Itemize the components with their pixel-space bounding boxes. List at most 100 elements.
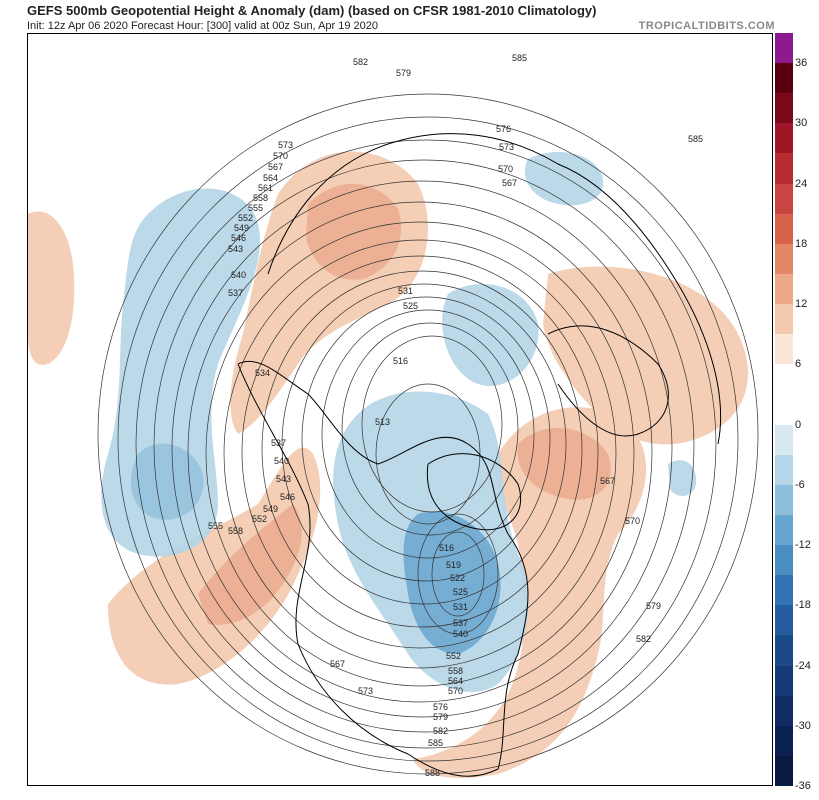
coastline-asia <box>267 133 722 445</box>
contour-label: 582 <box>636 634 651 644</box>
anomaly-pacific-trough-core <box>130 443 204 520</box>
colorbar-segment <box>775 665 793 697</box>
contour-label: 534 <box>255 368 270 378</box>
contour-label: 543 <box>276 474 291 484</box>
coastline-europe <box>547 325 669 437</box>
contour-label: 522 <box>450 573 465 583</box>
colorbar-segment <box>775 63 793 94</box>
contour-label: 579 <box>396 68 411 78</box>
contour-label: 555 <box>248 203 263 213</box>
map-panel: 582 579 585 576 573 570 567 585 573 570 567 564 561 5… <box>27 33 773 786</box>
contour-label: 555 <box>208 521 223 531</box>
colorbar-segment <box>775 695 793 727</box>
colorbar-segment <box>775 575 793 606</box>
contour-label: 570 <box>448 686 463 696</box>
contour-label-layer: 5825795855765735705675855735705675645615… <box>208 53 703 778</box>
colorbar-tick-label: -18 <box>795 599 811 612</box>
coastlines <box>237 133 722 777</box>
anomaly-colorbar: 36 30 24 18 12 6 0 -6 -12 -18 -24 -30 -36 <box>775 33 819 792</box>
contour-label: 570 <box>498 164 513 174</box>
contour-label: 549 <box>234 223 249 233</box>
contour-label: 531 <box>453 602 468 612</box>
anomaly-eurasia-ridge <box>543 266 748 445</box>
coastline-greenland <box>426 453 522 531</box>
anomaly-siberia-trough <box>524 151 604 206</box>
contour-label: 549 <box>263 504 278 514</box>
contour-label: 570 <box>273 151 288 161</box>
contour-label: 540 <box>453 629 468 639</box>
colorbar-segment <box>775 545 793 576</box>
colorbar-segment <box>775 183 793 215</box>
contour-label: 585 <box>688 134 703 144</box>
map-canvas: 5825795855765735705675855735705675645615… <box>28 53 759 779</box>
anomaly-alaska-ridge-core <box>306 183 402 280</box>
contour-label: 585 <box>428 738 443 748</box>
anomaly-arctic-trough <box>442 284 539 386</box>
contour-label: 567 <box>268 162 283 172</box>
contour-label: 588 <box>425 768 440 778</box>
colorbar-segment <box>775 213 793 245</box>
contour-label: 564 <box>448 676 463 686</box>
anomaly-atlantic-ridge <box>413 407 647 779</box>
anomaly-atlantic-ridge-core <box>517 427 611 500</box>
contour-label: 513 <box>375 417 390 427</box>
contour-label: 567 <box>502 178 517 188</box>
anomaly-west-coast-ridge-core <box>198 504 302 625</box>
contour-label: 543 <box>228 244 243 254</box>
contour-label: 567 <box>600 476 615 486</box>
contour-label: 567 <box>330 659 345 669</box>
colorbar-tick-label: 36 <box>795 57 808 69</box>
contour-label: 561 <box>258 183 273 193</box>
contour-label: 537 <box>453 618 468 628</box>
contour-label: 564 <box>263 173 278 183</box>
colorbar-segment <box>775 454 793 486</box>
colorbar-segment <box>775 755 793 787</box>
colorbar-segment <box>775 364 793 395</box>
colorbar-segment <box>775 123 793 154</box>
contour-label: 573 <box>499 142 514 152</box>
contour-label: 552 <box>446 651 461 661</box>
contour-label: 546 <box>231 233 246 243</box>
contour-label: 573 <box>358 686 373 696</box>
contour-label: 582 <box>353 57 368 67</box>
colorbar-tick-label: -12 <box>795 539 811 551</box>
contour-label: 582 <box>433 726 448 736</box>
anomaly-east-small <box>668 460 697 496</box>
contour-label: 558 <box>448 666 463 676</box>
colorbar-segment <box>775 484 793 516</box>
colorbar-segment <box>775 273 793 305</box>
contour-label: 525 <box>453 587 468 597</box>
contour-label: 558 <box>253 193 268 203</box>
colorbar-tick-label: -6 <box>795 478 805 491</box>
contour-label: 570 <box>625 516 640 526</box>
colorbar-segment <box>775 424 793 456</box>
height-contours <box>97 93 759 775</box>
chart-subtitle: Init: 12z Apr 06 2020 Forecast Hour: [30… <box>27 20 379 32</box>
contour-label: 579 <box>646 601 661 611</box>
contour-label: 558 <box>228 526 243 536</box>
colorbar-segment <box>775 725 793 757</box>
contour-label: 525 <box>403 301 418 311</box>
contour-label: 573 <box>278 140 293 150</box>
colorbar-tick-label: 12 <box>795 298 808 310</box>
contour-label: 516 <box>393 356 408 366</box>
contour-label: 552 <box>238 213 253 223</box>
colorbar-tick-label: -36 <box>795 780 811 792</box>
brand-label[interactable]: TROPICALTIDBITS.COM <box>638 20 775 32</box>
colorbar-segment <box>775 394 793 426</box>
contour-label: 546 <box>280 492 295 502</box>
contour-label: 540 <box>231 270 246 280</box>
colorbar-segment <box>775 93 793 124</box>
colorbar-tick-label: 0 <box>795 418 802 431</box>
contour-label: 537 <box>271 438 286 448</box>
contour-label: 579 <box>433 712 448 722</box>
chart-title: GEFS 500mb Geopotential Height & Anomaly… <box>27 3 597 18</box>
anomaly-central-canada-core <box>403 511 501 654</box>
colorbar-tick-label: 18 <box>795 237 808 250</box>
contour-label: 516 <box>439 543 454 553</box>
colorbar-segment <box>775 635 793 666</box>
colorbar-segment <box>775 304 793 335</box>
colorbar-tick-label: 30 <box>795 117 808 130</box>
anomaly-west-coast-ridge <box>108 447 321 685</box>
contour-label: 519 <box>446 560 461 570</box>
